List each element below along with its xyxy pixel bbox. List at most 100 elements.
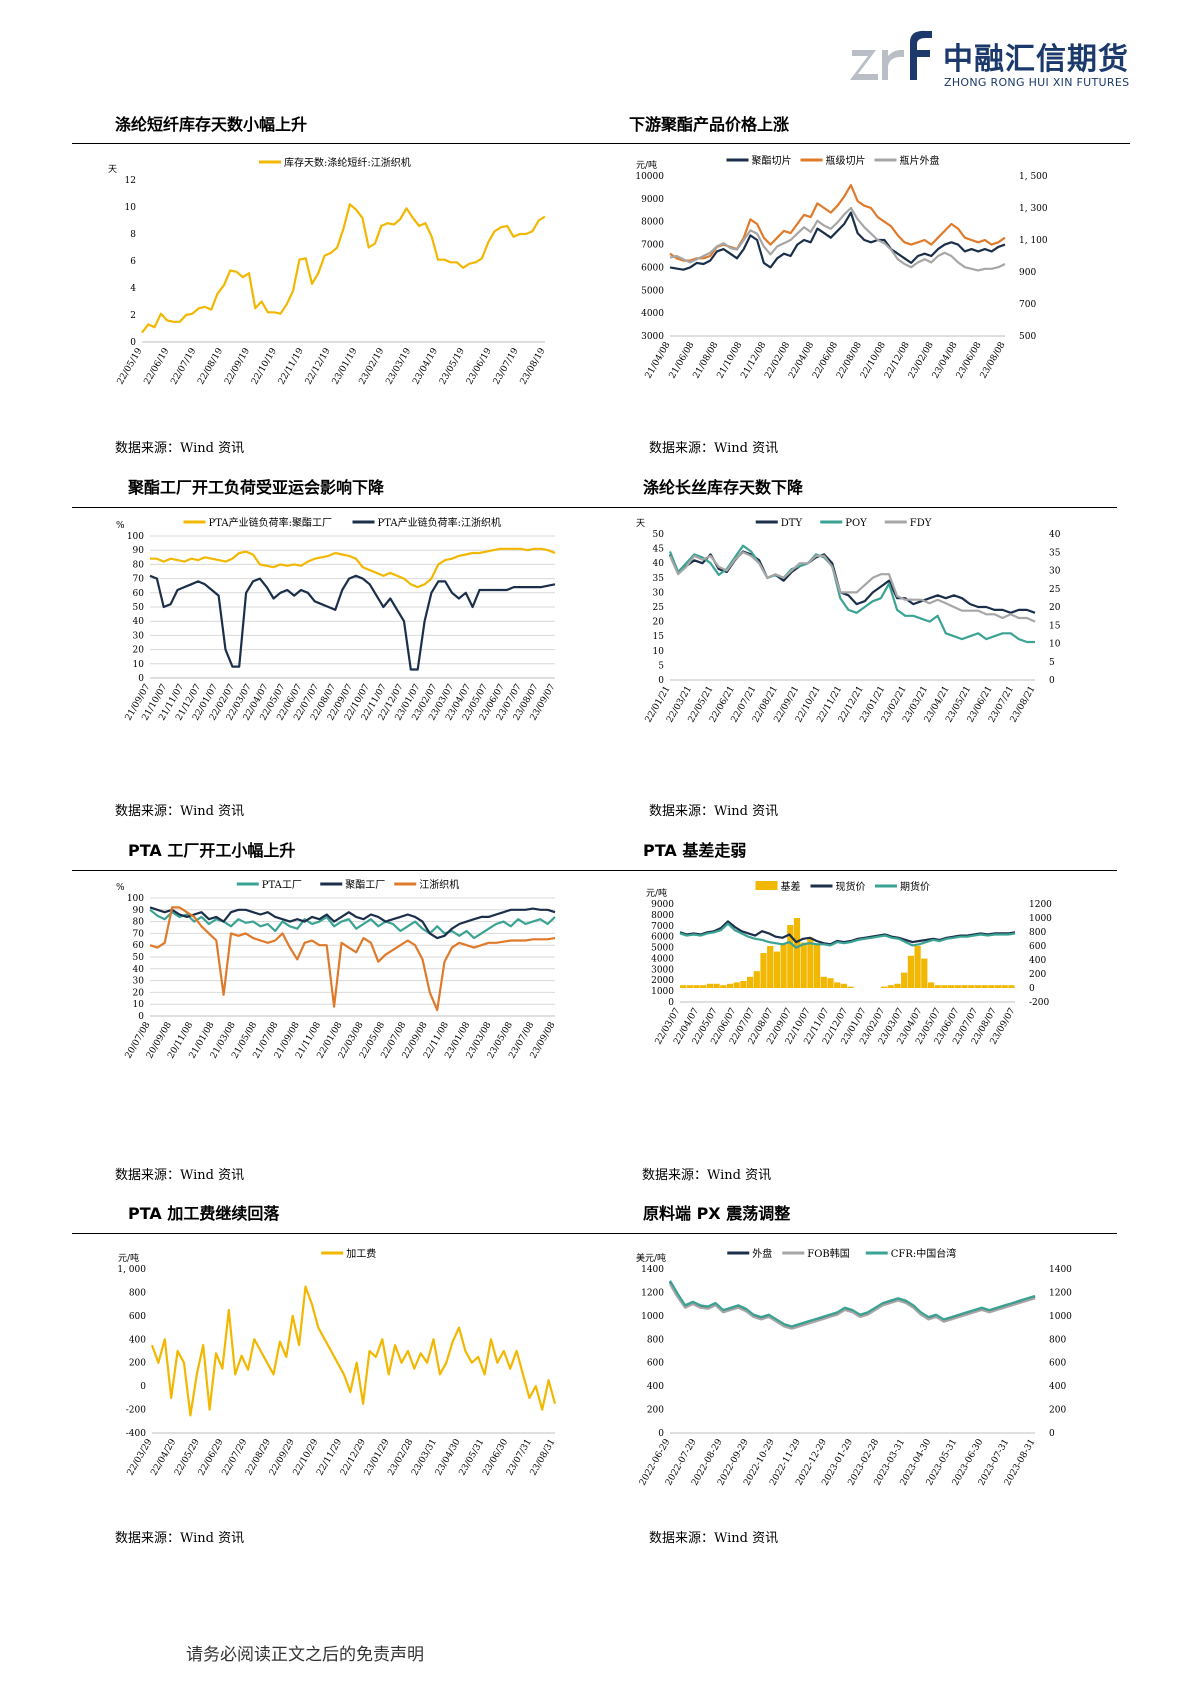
series-line-2 <box>149 906 556 940</box>
y-tick-label: 40 <box>133 617 145 627</box>
chart-px-prices: 0 200 400 600 800 1000 1200 1400 0 200 400 600 800 10… <box>636 1247 1072 1487</box>
y-tick-label: 70 <box>133 929 145 939</box>
y-unit-label: 美元/吨 <box>636 1252 666 1264</box>
basis-bar <box>680 985 687 988</box>
section-title-4: 涤纶长丝库存天数下降 <box>643 478 804 497</box>
y-tick-label: 40 <box>653 559 665 569</box>
source-note-6: 数据来源：Wind 资讯 <box>642 1168 772 1183</box>
basis-bar <box>820 976 827 988</box>
legend-item: PTA产业链负荷率:聚酯工厂 <box>183 516 332 529</box>
basis-bar <box>747 976 754 988</box>
legend-item: CFR:中国台湾 <box>865 1247 957 1260</box>
legend-item: PTA产业链负荷率:江浙织机 <box>352 516 501 529</box>
legend-label: 外盘 <box>752 1247 772 1260</box>
series-line-1 <box>150 1285 557 1417</box>
y-tick-label: 5 <box>658 661 664 671</box>
source-note-7: 数据来源：Wind 资讯 <box>115 1531 245 1546</box>
section-divider <box>72 1233 1117 1234</box>
legend-label: 基差 <box>781 880 801 893</box>
company-logo: 中融汇信期货 ZHONG RONG HUI XIN FUTURES <box>850 28 1130 98</box>
legend-item: 聚酯切片 <box>726 154 792 167</box>
chart-staple-fiber-inventory: 0 2 4 6 8 10 12 天 22/05/1922/06/1922/07/1922/08/… <box>108 156 548 387</box>
basis-bar <box>834 982 841 988</box>
y-tick-label: 100 <box>127 532 144 542</box>
legend-item: 江浙织机 <box>394 878 459 891</box>
basis-bar <box>887 985 894 988</box>
section-divider <box>72 870 1117 871</box>
y-tick-label: 50 <box>133 953 145 963</box>
basis-bar <box>881 986 888 988</box>
y-tick-label: 5000 <box>641 286 664 296</box>
basis-bar <box>934 985 941 988</box>
y-tick-label: 100 <box>127 894 144 904</box>
y-tick-label: 90 <box>133 906 145 916</box>
y-unit-label: 天 <box>108 165 117 175</box>
legend-swatch <box>755 881 778 890</box>
y2-tick-label: 400 <box>1029 956 1046 966</box>
series-line-1 <box>669 211 1006 271</box>
chart-pta-plant-load: 0102030405060708090100%20/07/0820/09/082… <box>116 878 558 1061</box>
disclaimer-footer: 请务必阅读正文之后的免责声明 <box>186 1645 424 1665</box>
legend-item: 基差 <box>755 880 801 893</box>
series-line-3 <box>149 906 556 1012</box>
y-tick-label: 0 <box>130 338 136 348</box>
basis-bar <box>907 955 914 988</box>
y-tick-label: 400 <box>129 1335 146 1345</box>
basis-bar <box>800 942 807 988</box>
y2-tick-label: 500 <box>1019 332 1036 342</box>
legend-label: 聚酯工厂 <box>345 879 385 891</box>
basis-bar <box>780 943 787 988</box>
basis-bar <box>767 946 774 988</box>
legend-item: 外盘 <box>727 1247 772 1260</box>
basis-bar <box>948 985 955 988</box>
y-unit-label: % <box>116 883 125 893</box>
y2-tick-label: 25 <box>1049 585 1061 595</box>
y-tick-label: 600 <box>129 1312 146 1322</box>
y-tick-label: 2 <box>130 311 136 321</box>
y2-tick-label: 600 <box>1049 1359 1066 1369</box>
y-tick-label: 80 <box>133 918 145 928</box>
y-tick-label: 10000 <box>635 172 664 182</box>
legend-label: 江浙织机 <box>419 878 459 891</box>
basis-bar <box>961 985 968 988</box>
basis-bar <box>740 981 747 988</box>
legend-label: DTY <box>781 518 803 529</box>
legend-item: 聚酯工厂 <box>320 879 385 891</box>
y-tick-label: 20 <box>133 988 145 998</box>
y2-tick-label: 1000 <box>1049 1312 1072 1322</box>
section-title-6: PTA 基差走弱 <box>643 841 747 860</box>
y-tick-label: 50 <box>653 530 665 540</box>
legend-label: FOB韩国 <box>807 1247 850 1260</box>
basis-bar <box>968 985 975 988</box>
x-tick-label: 23/06/19 <box>465 346 494 386</box>
y-tick-label: 1200 <box>641 1288 664 1298</box>
legend-label: 瓶片外盘 <box>900 154 940 167</box>
legend-label: CFR:中国台湾 <box>891 1247 957 1260</box>
x-tick-label: 22/10/19 <box>250 346 279 386</box>
legend-label: FDY <box>910 518 932 529</box>
basis-bar <box>693 985 700 988</box>
basis-bar <box>793 918 801 988</box>
y-tick-label: 25 <box>653 603 665 613</box>
y-tick-label: 9000 <box>651 900 674 910</box>
y2-tick-label: 900 <box>1019 268 1036 278</box>
y-tick-label: 8000 <box>651 911 674 921</box>
y-tick-label: 5000 <box>651 944 674 954</box>
legend-item: 瓶级切片 <box>800 154 866 167</box>
x-tick-label: 23/02/19 <box>358 346 387 386</box>
y-tick-label: 3000 <box>651 965 674 975</box>
x-tick-label: 23/01/19 <box>331 346 360 386</box>
y-tick-label: 1, 000 <box>117 1265 146 1275</box>
section-title-7: PTA 加工费继续回落 <box>128 1204 280 1223</box>
y2-tick-label: 1000 <box>1029 914 1052 924</box>
y-tick-label: 3000 <box>641 332 664 342</box>
basis-bar <box>981 985 988 988</box>
y-unit-label: 天 <box>636 519 645 529</box>
y-tick-label: 8000 <box>641 218 664 228</box>
basis-bar <box>733 982 740 988</box>
y-tick-label: -400 <box>126 1429 146 1439</box>
y2-tick-label: 1, 300 <box>1019 204 1048 214</box>
y-tick-label: 4000 <box>651 954 674 964</box>
source-note-5: 数据来源：Wind 资讯 <box>115 1168 245 1183</box>
